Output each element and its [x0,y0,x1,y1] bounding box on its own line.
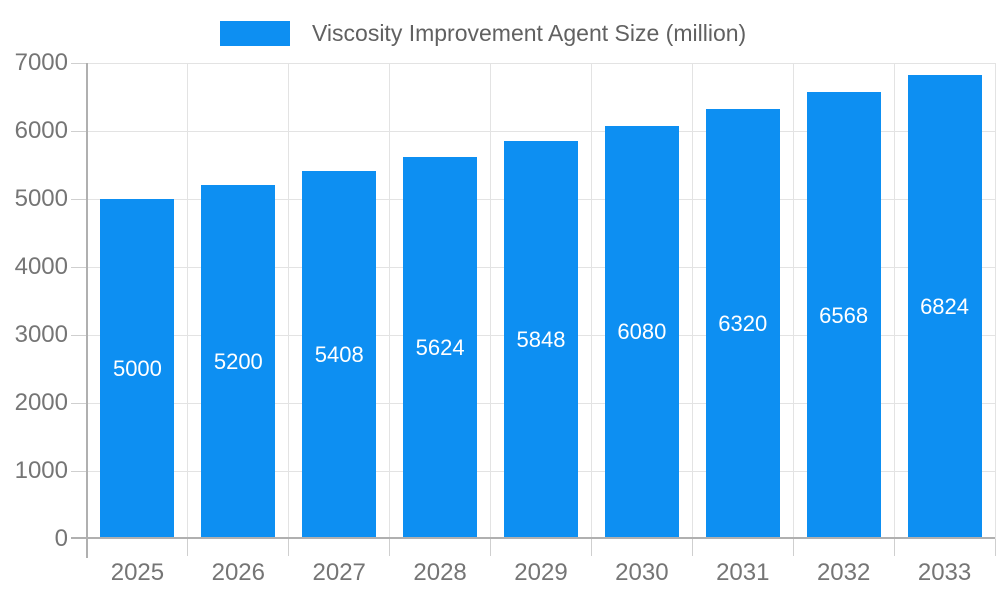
v-gridline [490,63,492,539]
x-axis-tick [590,539,592,556]
v-gridline [893,63,895,539]
v-gridline [590,63,592,539]
v-gridline [389,63,391,539]
v-gridline [792,63,794,539]
v-gridline [288,63,290,539]
x-axis-tick [691,539,693,556]
y-axis-tick [71,198,87,200]
bar-value-label: 6824 [920,293,970,319]
x-tick-label: 2029 [514,559,568,586]
bar[interactable]: 5624 [403,156,478,539]
y-axis-line [86,63,88,558]
y-tick-label: 3000 [14,321,68,348]
legend-label: Viscosity Improvement Agent Size (millio… [312,19,747,46]
y-tick-label: 4000 [14,253,68,280]
bar[interactable]: 5000 [100,199,175,539]
v-gridline [187,63,189,539]
bar[interactable]: 6824 [907,74,982,539]
y-tick-label: 6000 [14,117,68,144]
bar-value-label: 5200 [213,349,263,375]
legend-swatch-icon [220,20,290,46]
x-axis-tick [994,539,996,556]
v-gridline [691,63,693,539]
x-tick-label: 2026 [211,559,265,586]
x-axis-line [87,537,995,539]
bar-value-label: 5000 [112,356,162,381]
x-axis-tick [187,539,189,556]
bar[interactable]: 5848 [504,141,578,539]
x-tick-label: 2032 [816,559,871,586]
y-tick-label: 1000 [14,457,68,484]
bar-value-label: 6320 [718,311,768,337]
y-tick-label: 7000 [14,49,68,76]
y-axis-tick [71,266,87,268]
bar-value-label: 6568 [819,302,869,328]
legend: Viscosity Improvement Agent Size (millio… [220,19,746,47]
v-gridline [994,63,996,539]
bar[interactable]: 6320 [705,109,780,539]
y-tick-label: 2000 [14,389,68,416]
x-tick-label: 2027 [312,559,366,586]
y-tick-label: 0 [54,525,68,552]
bar-value-label: 5624 [415,334,465,360]
plot-area: 0 1000 2000 3000 4000 5000 6000 7000 5000 5200 540… [15,50,996,586]
y-axis-tick [71,130,87,132]
bar-value-label: 5848 [516,327,566,353]
x-axis-tick [490,539,492,556]
x-tick-label: 2030 [615,559,669,586]
x-axis-tick [893,539,895,556]
x-axis-tick [792,539,794,556]
h-gridline [87,130,995,132]
bar[interactable]: 6568 [806,92,881,539]
bar[interactable]: 5200 [201,185,276,539]
x-tick-label: 2028 [413,559,467,586]
x-tick-label: 2033 [917,559,972,586]
x-tick-label: 2031 [716,559,770,586]
x-tick-label: 2025 [110,559,165,586]
y-tick-label: 5000 [14,185,68,212]
bar[interactable]: 5408 [302,171,377,539]
x-axis-tick [389,539,391,556]
y-axis-tick [71,402,87,404]
bar[interactable]: 6080 [604,125,679,539]
x-axis-tick [288,539,290,556]
y-axis-tick [71,470,87,472]
y-axis-tick [71,334,87,336]
y-axis-tick [71,62,87,64]
h-gridline [87,62,995,64]
bar-value-label: 6080 [617,319,667,345]
bar-value-label: 5408 [314,342,364,368]
y-axis-tick [71,537,87,539]
